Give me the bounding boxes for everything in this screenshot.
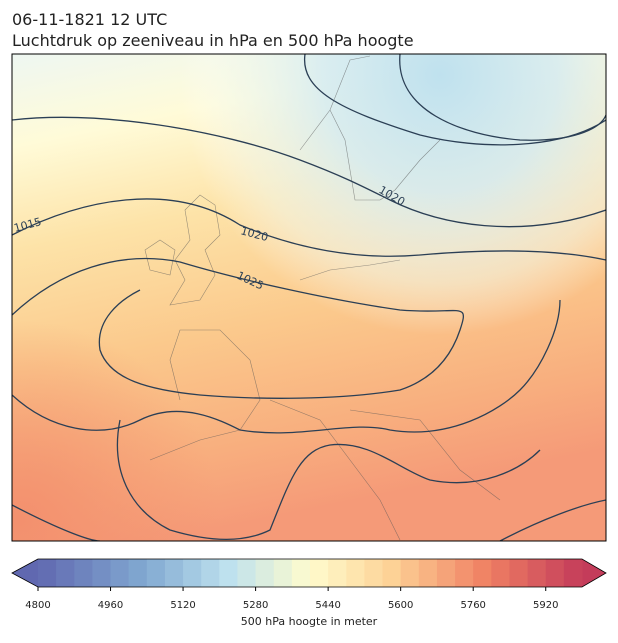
- colorbar-band: [364, 559, 384, 587]
- colorbar-extend: [582, 559, 606, 587]
- colorbar-band: [201, 559, 220, 587]
- colorbar-band: [473, 559, 492, 587]
- colorbar-band: [382, 559, 402, 587]
- colorbar-band: [110, 559, 130, 587]
- colorbar-band: [56, 559, 75, 587]
- colorbar-tick-label: 4800: [25, 600, 50, 611]
- colorbar-band: [563, 559, 583, 587]
- colorbar-extend: [12, 559, 38, 587]
- colorbar-band: [128, 559, 148, 587]
- colorbar-tick-label: 4960: [98, 600, 123, 611]
- colorbar-band: [92, 559, 112, 587]
- colorbar-band: [219, 559, 238, 587]
- colorbar-band: [328, 559, 347, 587]
- colorbar-band: [436, 559, 456, 587]
- colorbar-band: [183, 559, 202, 587]
- colorbar-band: [491, 559, 510, 587]
- colorbar-band: [527, 559, 547, 587]
- colorbar-band: [310, 559, 329, 587]
- title: 06-11-1821 12 UTC: [12, 10, 167, 29]
- subtitle: Luchtdruk op zeeniveau in hPa en 500 hPa…: [12, 31, 414, 50]
- colorbar-tick-label: 5120: [170, 600, 195, 611]
- colorbar-tick-label: 5600: [388, 600, 413, 611]
- colorbar-band: [291, 559, 311, 587]
- colorbar-band: [38, 559, 57, 587]
- colorbar-band: [74, 559, 93, 587]
- colorbar-band: [164, 559, 184, 587]
- colorbar-tick-label: 5760: [460, 600, 485, 611]
- colorbar-tick-label: 5920: [533, 600, 558, 611]
- colorbar-band: [146, 559, 166, 587]
- colorbar-tick-label: 5440: [315, 600, 340, 611]
- colorbar-outline: [11, 558, 607, 588]
- colorbar: 4800 4960 5120 5280 5440 5600 5760 5920: [11, 558, 607, 611]
- map-area: 1015 1020 1020 1025: [12, 54, 606, 541]
- colorbar-band: [545, 559, 565, 587]
- colorbar-band: [346, 559, 365, 587]
- colorbar-band: [418, 559, 438, 587]
- colorbar-band: [455, 559, 474, 587]
- colorbar-band: [237, 559, 257, 587]
- colorbar-tick-label: 5280: [243, 600, 268, 611]
- colorbar-band: [273, 559, 293, 587]
- colorbar-label: 500 hPa hoogte in meter: [241, 615, 378, 628]
- colorbar-band: [255, 559, 275, 587]
- colorbar-band: [400, 559, 420, 587]
- colorbar-band: [509, 559, 529, 587]
